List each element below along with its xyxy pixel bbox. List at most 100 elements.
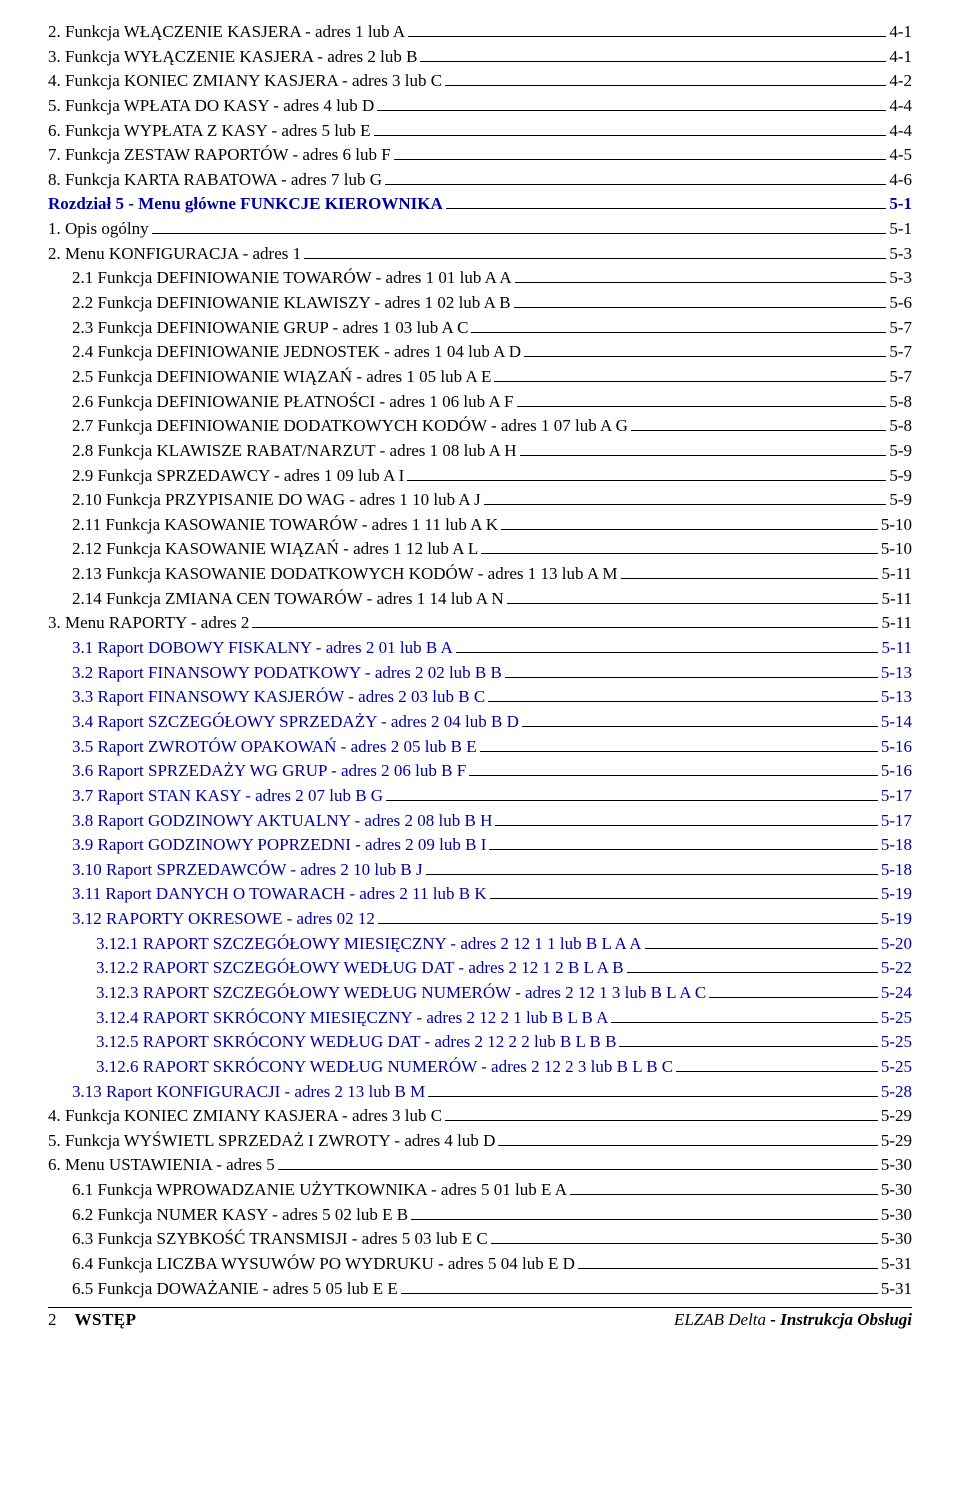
toc-entry-text: 3.5 Raport ZWROTÓW OPAKOWAŃ - adres 2 05…: [72, 735, 477, 760]
toc-entry-page: 5-20: [881, 932, 912, 957]
toc-leader: [445, 1120, 878, 1121]
toc-entry-page: 5-7: [889, 365, 912, 390]
toc-leader: [428, 1096, 878, 1097]
toc-entry-text: 3. Menu RAPORTY - adres 2: [48, 611, 249, 636]
toc-entry: 3.12.6 RAPORT SKRÓCONY WEDŁUG NUMERÓW - …: [48, 1055, 912, 1080]
toc-entry: 2.6 Funkcja DEFINIOWANIE PŁATNOŚCI - adr…: [48, 390, 912, 415]
toc-entry-page: 5-29: [881, 1104, 912, 1129]
toc-leader: [676, 1071, 878, 1072]
toc-entry-text: 2.9 Funkcja SPRZEDAWCY - adres 1 09 lub …: [72, 464, 404, 489]
toc-leader: [505, 677, 878, 678]
toc-entry: 1. Opis ogólny 5-1: [48, 217, 912, 242]
toc-entry-page: 5-30: [881, 1203, 912, 1228]
toc-leader: [515, 282, 887, 283]
toc-entry: 2.14 Funkcja ZMIANA CEN TOWARÓW - adres …: [48, 587, 912, 612]
toc-entry-text: 2.11 Funkcja KASOWANIE TOWARÓW - adres 1…: [72, 513, 498, 538]
toc-entry-page: 5-31: [881, 1252, 912, 1277]
toc-entry-page: 5-25: [881, 1030, 912, 1055]
toc-entry: 2.12 Funkcja KASOWANIE WIĄZAŃ - adres 1 …: [48, 537, 912, 562]
toc-leader: [469, 775, 878, 776]
toc-leader: [501, 529, 878, 530]
toc-entry: 2.3 Funkcja DEFINIOWANIE GRUP - adres 1 …: [48, 316, 912, 341]
toc-entry: 2.8 Funkcja KLAWISZE RABAT/NARZUT - adre…: [48, 439, 912, 464]
toc-entry-page: 5-30: [881, 1178, 912, 1203]
toc-entry-text: 2.2 Funkcja DEFINIOWANIE KLAWISZY - adre…: [72, 291, 511, 316]
toc-entry-page: 5-9: [889, 439, 912, 464]
toc-entry: 3. Menu RAPORTY - adres 2 5-11: [48, 611, 912, 636]
toc-leader: [386, 800, 878, 801]
toc-entry-page: 4-4: [889, 119, 912, 144]
toc-leader: [491, 1243, 878, 1244]
toc-entry-text: 2.6 Funkcja DEFINIOWANIE PŁATNOŚCI - adr…: [72, 390, 514, 415]
footer-doc-title: - Instrukcja Obsługi: [766, 1310, 912, 1329]
toc-entry: 2.5 Funkcja DEFINIOWANIE WIĄZAŃ - adres …: [48, 365, 912, 390]
toc-leader: [278, 1169, 878, 1170]
toc-entry-text: 4. Funkcja KONIEC ZMIANY KASJERA - adres…: [48, 1104, 442, 1129]
toc-leader: [252, 627, 878, 628]
toc-entry: 5. Funkcja WYŚWIETL SPRZEDAŻ I ZWROTY - …: [48, 1129, 912, 1154]
toc-entry-page: 5-7: [889, 340, 912, 365]
toc-entry-text: 6. Funkcja WYPŁATA Z KASY - adres 5 lub …: [48, 119, 371, 144]
toc-leader: [445, 85, 886, 86]
toc-leader: [488, 701, 878, 702]
toc-entry: 2.9 Funkcja SPRZEDAWCY - adres 1 09 lub …: [48, 464, 912, 489]
toc-leader: [490, 898, 878, 899]
toc-entry: 2.11 Funkcja KASOWANIE TOWARÓW - adres 1…: [48, 513, 912, 538]
toc-entry-page: 5-16: [881, 759, 912, 784]
toc-entry: 2.7 Funkcja DEFINIOWANIE DODATKOWYCH KOD…: [48, 414, 912, 439]
toc-leader: [394, 159, 887, 160]
toc-entry: 2.1 Funkcja DEFINIOWANIE TOWARÓW - adres…: [48, 266, 912, 291]
toc-entry-page: 5-25: [881, 1055, 912, 1080]
toc-leader: [152, 233, 887, 234]
toc-entry-page: 5-7: [889, 316, 912, 341]
footer-brand: ELZAB Delta: [674, 1310, 766, 1329]
toc-entry-text: 2.8 Funkcja KLAWISZE RABAT/NARZUT - adre…: [72, 439, 517, 464]
toc-entry-text: 3.12.6 RAPORT SKRÓCONY WEDŁUG NUMERÓW - …: [96, 1055, 673, 1080]
toc-entry-text: 3.3 Raport FINANSOWY KASJERÓW - adres 2 …: [72, 685, 485, 710]
toc-entry-page: 5-10: [881, 537, 912, 562]
toc-entry: 2.10 Funkcja PRZYPISANIE DO WAG - adres …: [48, 488, 912, 513]
toc-entry: 6.4 Funkcja LICZBA WYSUWÓW PO WYDRUKU - …: [48, 1252, 912, 1277]
table-of-contents: 2. Funkcja WŁĄCZENIE KASJERA - adres 1 l…: [48, 20, 912, 1301]
toc-leader: [507, 603, 879, 604]
toc-leader: [304, 258, 886, 259]
toc-entry-page: 5-8: [889, 414, 912, 439]
toc-entry-text: 3.12.4 RAPORT SKRÓCONY MIESIĘCZNY - adre…: [96, 1006, 608, 1031]
toc-entry-page: 5-11: [881, 636, 912, 661]
toc-entry: 3.6 Raport SPRZEDAŻY WG GRUP - adres 2 0…: [48, 759, 912, 784]
toc-entry-page: 5-22: [881, 956, 912, 981]
toc-entry: 6. Menu USTAWIENIA - adres 5 5-30: [48, 1153, 912, 1178]
toc-leader: [621, 578, 879, 579]
toc-entry-page: 5-16: [881, 735, 912, 760]
toc-entry-text: 3.2 Raport FINANSOWY PODATKOWY - adres 2…: [72, 661, 502, 686]
toc-entry-page: 4-4: [889, 94, 912, 119]
toc-entry: 4. Funkcja KONIEC ZMIANY KASJERA - adres…: [48, 69, 912, 94]
toc-leader: [517, 406, 887, 407]
toc-entry-page: 5-19: [881, 907, 912, 932]
toc-entry-text: 6. Menu USTAWIENIA - adres 5: [48, 1153, 275, 1178]
toc-entry: 3.8 Raport GODZINOWY AKTUALNY - adres 2 …: [48, 809, 912, 834]
toc-entry-page: 5-1: [889, 192, 912, 217]
toc-entry-page: 5-29: [881, 1129, 912, 1154]
toc-entry-page: 4-1: [889, 45, 912, 70]
toc-entry-page: 5-1: [889, 217, 912, 242]
toc-leader: [378, 923, 878, 924]
toc-entry-text: 3.12 RAPORTY OKRESOWE - adres 02 12: [72, 907, 375, 932]
toc-entry-text: 3.9 Raport GODZINOWY POPRZEDNI - adres 2…: [72, 833, 486, 858]
toc-entry-text: 5. Funkcja WYŚWIETL SPRZEDAŻ I ZWROTY - …: [48, 1129, 495, 1154]
toc-entry: 6.5 Funkcja DOWAŻANIE - adres 5 05 lub E…: [48, 1277, 912, 1302]
toc-entry-text: 3.1 Raport DOBOWY FISKALNY - adres 2 01 …: [72, 636, 453, 661]
toc-entry: 3. Funkcja WYŁĄCZENIE KASJERA - adres 2 …: [48, 45, 912, 70]
footer-section-title: WSTĘP: [75, 1310, 137, 1330]
toc-entry-page: 4-6: [889, 168, 912, 193]
toc-entry-text: 3.11 Raport DANYCH O TOWARACH - adres 2 …: [72, 882, 487, 907]
toc-entry: 8. Funkcja KARTA RABATOWA - adres 7 lub …: [48, 168, 912, 193]
toc-entry-text: 1. Opis ogólny: [48, 217, 149, 242]
toc-entry-text: 2.3 Funkcja DEFINIOWANIE GRUP - adres 1 …: [72, 316, 468, 341]
toc-entry: 2. Menu KONFIGURACJA - adres 1 5-3: [48, 242, 912, 267]
toc-entry-text: 6.5 Funkcja DOWAŻANIE - adres 5 05 lub E…: [72, 1277, 398, 1302]
toc-entry-page: 5-3: [889, 266, 912, 291]
toc-entry: 6. Funkcja WYPŁATA Z KASY - adres 5 lub …: [48, 119, 912, 144]
toc-entry-text: 3.13 Raport KONFIGURACJI - adres 2 13 lu…: [72, 1080, 425, 1105]
toc-leader: [611, 1022, 877, 1023]
